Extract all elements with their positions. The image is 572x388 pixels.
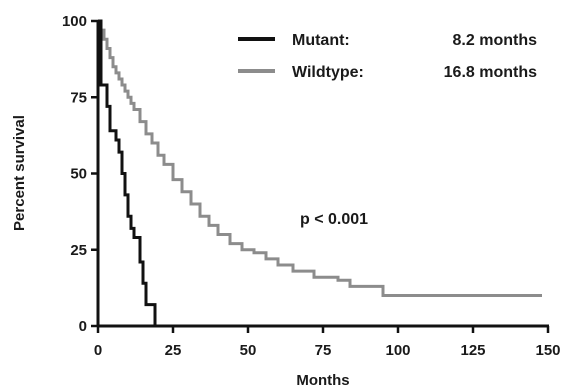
legend-median-wildtype: 16.8 months xyxy=(444,64,537,81)
legend-median-mutant: 8.2 months xyxy=(453,32,538,49)
x-tick-label-75: 75 xyxy=(315,342,332,359)
series-layer xyxy=(98,19,542,326)
x-tick-label-50: 50 xyxy=(240,342,257,359)
legend-label-wildtype: Wildtype: xyxy=(292,64,364,81)
x-tick-label-0: 0 xyxy=(94,342,102,359)
x-tick-label-25: 25 xyxy=(165,342,182,359)
axes: 0 25 50 75 100 125 150 0 25 50 75 100 xyxy=(62,13,561,359)
series-line-wildtype xyxy=(98,19,542,297)
legend: Mutant: 8.2 months Wildtype: 16.8 months xyxy=(238,32,537,81)
x-tick-label-100: 100 xyxy=(385,342,410,359)
series-line-mutant xyxy=(98,19,157,326)
x-axis-title: Months xyxy=(296,372,349,388)
y-tick-label-0: 0 xyxy=(79,318,87,335)
y-tick-label-75: 75 xyxy=(70,89,87,106)
y-tick-label-50: 50 xyxy=(70,166,87,183)
y-tick-label-100: 100 xyxy=(62,13,87,30)
x-tick-label-150: 150 xyxy=(535,342,560,359)
y-tick-label-25: 25 xyxy=(70,242,87,259)
p-value-annotation: p < 0.001 xyxy=(300,211,368,228)
legend-label-mutant: Mutant: xyxy=(292,32,350,49)
y-axis-title: Percent survival xyxy=(11,115,28,231)
x-tick-label-125: 125 xyxy=(460,342,485,359)
